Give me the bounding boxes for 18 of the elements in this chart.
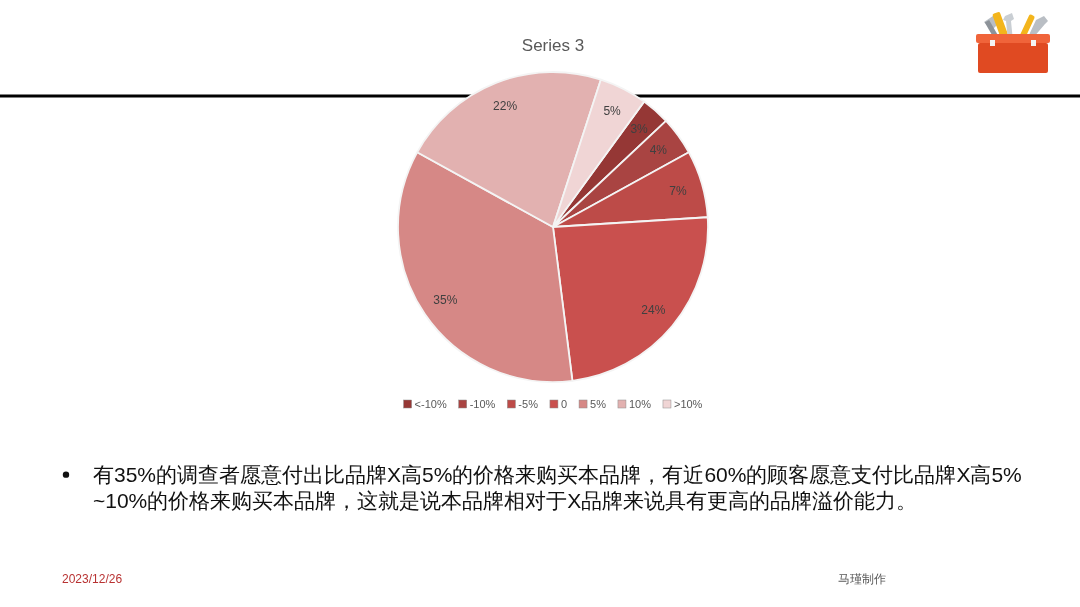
legend-label: 5% bbox=[590, 398, 607, 410]
legend-label: 10% bbox=[628, 398, 652, 410]
legend-label: -10% bbox=[469, 398, 496, 410]
chart-title: Series 3 bbox=[521, 35, 585, 55]
data-label: 22% bbox=[493, 98, 518, 113]
text: 有35%的调查者愿意付出比品牌X高5%的价格来购买本品牌，有近60%的顾客愿意支付比品牌X高5%~10%的价格来购买本品牌，这就是说本品牌相对于X品牌来说具有更高的品牌溢价能力。 bbox=[93, 463, 1022, 513]
legend-label: -5% bbox=[518, 398, 539, 410]
text: 马瑾制作 bbox=[838, 572, 886, 586]
data-label: 24% bbox=[641, 302, 666, 317]
data-label: 35% bbox=[433, 293, 458, 308]
legend-label: <-10% bbox=[414, 398, 447, 410]
data-label: 7% bbox=[669, 183, 688, 198]
legend-label: >10% bbox=[673, 398, 703, 410]
data-label: 5% bbox=[603, 103, 622, 118]
data-label: 3% bbox=[630, 122, 649, 137]
data-label: 4% bbox=[649, 143, 668, 158]
text: 2023/12/26 bbox=[62, 572, 123, 586]
legend-label: 0 bbox=[560, 398, 568, 410]
